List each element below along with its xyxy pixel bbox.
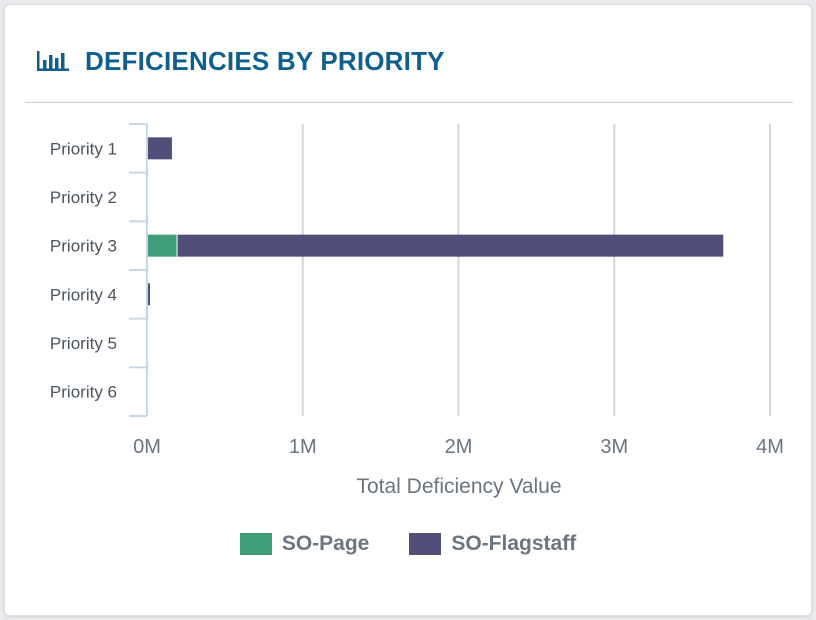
- legend-label: SO-Flagstaff: [451, 532, 577, 555]
- bar-chart-icon: [37, 51, 69, 71]
- x-tick-label: 2M: [445, 436, 473, 458]
- chart-card: DEFICIENCIES BY PRIORITY: [4, 4, 812, 616]
- bar-so-page: [148, 234, 177, 257]
- bar-so-flagstaff: [177, 234, 724, 257]
- y-tick-label: Priority 1: [50, 139, 117, 158]
- y-tick-label: Priority 6: [50, 383, 117, 402]
- x-tick-label: 1M: [289, 436, 317, 458]
- chart-title: DEFICIENCIES BY PRIORITY: [85, 45, 445, 76]
- legend-swatch: [409, 533, 442, 555]
- x-tick-label: 0M: [133, 436, 161, 458]
- y-tick-label: Priority 5: [50, 334, 117, 353]
- y-tick-label: Priority 2: [50, 188, 117, 207]
- y-tick-label: Priority 4: [50, 285, 117, 304]
- legend-item[interactable]: SO-Flagstaff: [409, 532, 576, 556]
- bar-so-flagstaff: [148, 283, 150, 306]
- legend-swatch: [239, 533, 272, 555]
- x-tick-label: 4M: [756, 436, 784, 458]
- x-tick-label: 3M: [600, 436, 628, 458]
- legend-label: SO-Page: [281, 532, 370, 555]
- legend-item[interactable]: SO-Page: [239, 532, 370, 556]
- chart-legend: SO-Page SO-Flagstaff: [0, 532, 816, 556]
- x-axis-title: Total Deficiency Value: [356, 475, 561, 498]
- card-header: DEFICIENCIES BY PRIORITY: [35, 43, 445, 79]
- header-divider: [25, 102, 793, 103]
- bar-so-flagstaff: [148, 137, 172, 160]
- y-tick-label: Priority 3: [50, 237, 117, 256]
